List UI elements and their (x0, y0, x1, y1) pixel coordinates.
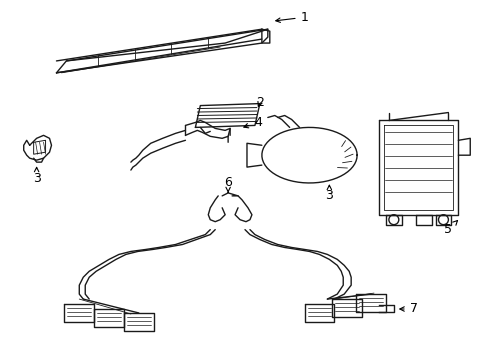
Text: 4: 4 (244, 116, 261, 129)
Text: 5: 5 (444, 220, 457, 236)
Text: 2: 2 (255, 96, 264, 109)
Text: 7: 7 (399, 302, 417, 315)
Text: 3: 3 (33, 167, 41, 185)
Text: 6: 6 (224, 176, 232, 192)
Text: 1: 1 (275, 11, 308, 24)
Text: 3: 3 (325, 185, 333, 202)
